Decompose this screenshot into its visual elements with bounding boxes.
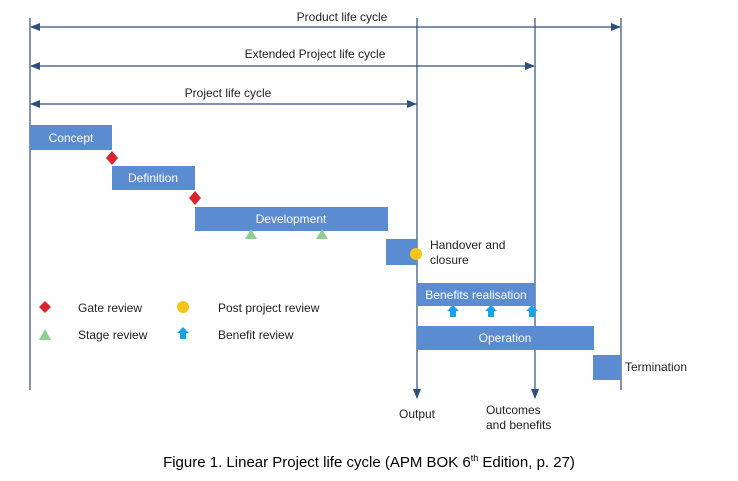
handover-label-line1: Handover and	[430, 238, 505, 252]
legend-benefit-review-label: Benefit review	[218, 328, 294, 342]
outcomes-label-line1: Outcomes	[486, 403, 541, 417]
gate-review-diamond-icon	[106, 151, 118, 165]
termination-bar	[593, 355, 621, 380]
benefit-review-arrow-icon	[526, 305, 538, 317]
definition-label: Definition	[128, 171, 178, 185]
benefits-realisation-label: Benefits realisation	[425, 288, 526, 302]
project-life-cycle-diagram: Product life cycle Extended Project life…	[29, 10, 687, 432]
termination-label: Termination	[625, 360, 687, 374]
operation-bar	[417, 326, 594, 350]
project-life-cycle-label: Project life cycle	[185, 86, 272, 100]
caption-superscript: th	[470, 453, 479, 463]
post-project-review-circle-icon	[410, 248, 422, 260]
figure-caption: Figure 1. Linear Project life cycle (APM…	[0, 453, 738, 471]
legend-gate-review-label: Gate review	[78, 301, 142, 315]
legend-post-project-review-circle-icon	[177, 301, 189, 313]
legend-benefit-review-arrow-icon	[177, 327, 189, 339]
definition-bar	[112, 166, 195, 190]
development-bar	[195, 207, 388, 231]
legend-post-project-review-label: Post project review	[218, 301, 320, 315]
handover-label-line2: closure	[430, 253, 469, 267]
legend-stage-review-triangle-icon	[39, 329, 51, 340]
output-label: Output	[399, 407, 436, 421]
product-life-cycle-label: Product life cycle	[297, 10, 388, 24]
concept-label: Concept	[49, 131, 94, 145]
development-label: Development	[256, 212, 327, 226]
benefit-review-arrow-icon	[485, 305, 497, 317]
legend-gate-review-diamond-icon	[39, 301, 51, 313]
stage-review-triangle-icon	[245, 229, 257, 239]
caption-text-end: Edition, p. 27)	[478, 454, 575, 471]
outcomes-label-line2: and benefits	[486, 418, 551, 432]
concept-bar	[30, 125, 112, 150]
extended-project-life-cycle-label: Extended Project life cycle	[245, 47, 386, 61]
gate-review-diamond-icon	[189, 191, 201, 205]
legend-stage-review-label: Stage review	[78, 328, 148, 342]
operation-label: Operation	[479, 331, 532, 345]
benefits-realisation-bar	[417, 283, 535, 306]
benefit-review-arrow-icon	[447, 305, 459, 317]
stage-review-triangle-icon	[316, 229, 328, 239]
caption-text: Figure 1. Linear Project life cycle (APM…	[163, 454, 471, 471]
legend: Gate review Stage review Post project re…	[39, 301, 320, 342]
